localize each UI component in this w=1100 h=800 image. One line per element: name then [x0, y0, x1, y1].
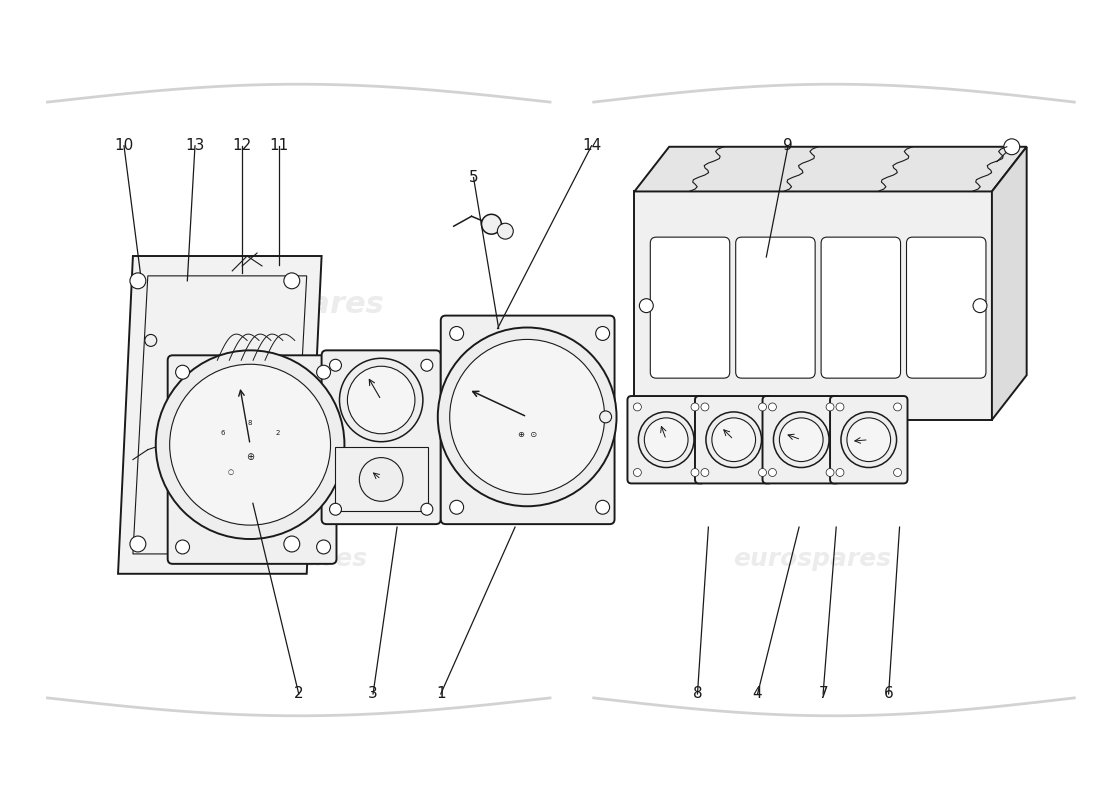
Text: 2: 2 [294, 686, 304, 702]
Text: ○: ○ [228, 470, 233, 475]
Text: 1: 1 [436, 686, 446, 702]
Circle shape [600, 411, 612, 423]
Circle shape [145, 334, 157, 346]
Polygon shape [992, 146, 1026, 420]
FancyBboxPatch shape [906, 237, 986, 378]
Circle shape [497, 223, 514, 239]
Circle shape [634, 469, 641, 477]
Circle shape [169, 364, 330, 525]
Text: 2: 2 [276, 430, 280, 436]
Text: 3: 3 [368, 686, 378, 702]
Circle shape [769, 403, 777, 411]
Circle shape [836, 403, 844, 411]
Circle shape [773, 412, 829, 467]
Text: ⊕  ⊙: ⊕ ⊙ [517, 430, 537, 438]
Circle shape [130, 273, 146, 289]
Text: 12: 12 [232, 138, 252, 154]
Polygon shape [635, 191, 992, 420]
Text: 5: 5 [469, 170, 478, 185]
Circle shape [691, 403, 698, 411]
Text: 10: 10 [114, 138, 133, 154]
Text: 11: 11 [270, 138, 288, 154]
Text: 8: 8 [693, 686, 702, 702]
Circle shape [706, 412, 761, 467]
Text: ⊕: ⊕ [246, 451, 254, 462]
Polygon shape [635, 146, 1026, 191]
Circle shape [691, 469, 698, 477]
Text: eurospares: eurospares [716, 290, 909, 319]
Circle shape [826, 469, 834, 477]
FancyBboxPatch shape [441, 315, 615, 524]
FancyBboxPatch shape [736, 237, 815, 378]
FancyBboxPatch shape [627, 396, 705, 483]
Circle shape [769, 469, 777, 477]
FancyBboxPatch shape [830, 396, 908, 483]
Circle shape [596, 500, 609, 514]
Circle shape [317, 366, 330, 379]
FancyBboxPatch shape [762, 396, 840, 483]
Bar [334, 446, 428, 511]
Text: eurospares: eurospares [191, 290, 384, 319]
Circle shape [156, 350, 344, 539]
Circle shape [645, 418, 688, 462]
Circle shape [701, 469, 708, 477]
Circle shape [639, 298, 653, 313]
Text: 13: 13 [185, 138, 205, 154]
Circle shape [842, 412, 896, 467]
Text: 4: 4 [752, 686, 762, 702]
FancyBboxPatch shape [650, 237, 729, 378]
Circle shape [701, 403, 708, 411]
Circle shape [450, 500, 463, 514]
Circle shape [284, 273, 299, 289]
Circle shape [421, 359, 432, 371]
Circle shape [893, 403, 902, 411]
FancyBboxPatch shape [167, 355, 337, 564]
Circle shape [176, 366, 189, 379]
Circle shape [712, 418, 756, 462]
Polygon shape [118, 256, 321, 574]
Circle shape [450, 339, 605, 494]
Circle shape [974, 298, 987, 313]
Circle shape [330, 503, 341, 515]
Circle shape [438, 327, 616, 506]
Circle shape [176, 540, 189, 554]
Circle shape [450, 326, 463, 341]
Circle shape [759, 469, 767, 477]
Circle shape [130, 536, 146, 552]
Circle shape [893, 469, 902, 477]
Circle shape [847, 418, 891, 462]
Circle shape [826, 403, 834, 411]
Text: 6: 6 [883, 686, 893, 702]
Circle shape [780, 418, 823, 462]
Text: 14: 14 [582, 138, 601, 154]
Circle shape [317, 540, 330, 554]
FancyBboxPatch shape [321, 350, 441, 524]
Circle shape [360, 458, 403, 502]
Circle shape [348, 366, 415, 434]
Text: 8: 8 [248, 420, 252, 426]
Circle shape [638, 412, 694, 467]
Circle shape [596, 326, 609, 341]
Text: eurospares: eurospares [733, 547, 891, 571]
Text: 9: 9 [783, 138, 793, 154]
Circle shape [482, 214, 502, 234]
Circle shape [634, 403, 641, 411]
Circle shape [330, 359, 341, 371]
FancyBboxPatch shape [695, 396, 772, 483]
FancyBboxPatch shape [821, 237, 901, 378]
Text: 6: 6 [220, 430, 224, 436]
Circle shape [421, 503, 432, 515]
Text: 7: 7 [818, 686, 828, 702]
Circle shape [284, 536, 299, 552]
Text: eurospares: eurospares [209, 547, 367, 571]
Circle shape [759, 403, 767, 411]
Circle shape [1004, 139, 1020, 154]
Circle shape [340, 358, 422, 442]
Circle shape [836, 469, 844, 477]
